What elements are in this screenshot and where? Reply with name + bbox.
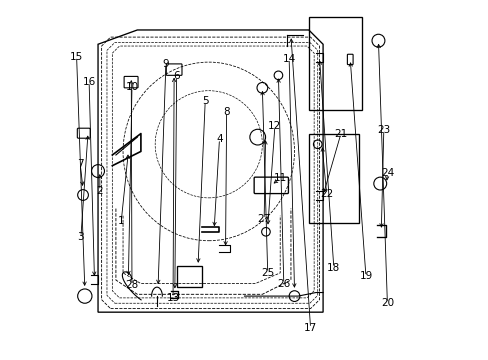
Text: 3: 3 [78, 232, 84, 242]
Text: 27: 27 [257, 214, 270, 224]
Text: 28: 28 [125, 280, 138, 291]
Text: 4: 4 [216, 134, 223, 144]
Text: 14: 14 [282, 54, 295, 64]
Text: 21: 21 [334, 129, 347, 139]
Text: 8: 8 [223, 107, 229, 117]
Text: 23: 23 [376, 125, 389, 135]
Text: 18: 18 [326, 262, 340, 273]
Text: 2: 2 [96, 186, 103, 196]
Text: 6: 6 [173, 71, 180, 81]
Text: 24: 24 [380, 168, 393, 178]
Text: 10: 10 [125, 82, 138, 92]
Text: 9: 9 [163, 59, 169, 69]
Text: 12: 12 [268, 121, 281, 131]
Text: 25: 25 [261, 268, 274, 278]
Text: 11: 11 [273, 173, 286, 183]
Text: 22: 22 [319, 189, 333, 199]
Text: 7: 7 [77, 159, 83, 169]
Text: 5: 5 [202, 96, 208, 107]
Text: 1: 1 [118, 216, 124, 226]
Text: 13: 13 [166, 293, 179, 303]
Text: 17: 17 [304, 323, 317, 333]
Text: 16: 16 [82, 77, 96, 87]
Text: 15: 15 [70, 52, 83, 62]
Text: 19: 19 [359, 271, 372, 282]
Text: 20: 20 [380, 298, 393, 308]
Text: 26: 26 [277, 279, 290, 289]
